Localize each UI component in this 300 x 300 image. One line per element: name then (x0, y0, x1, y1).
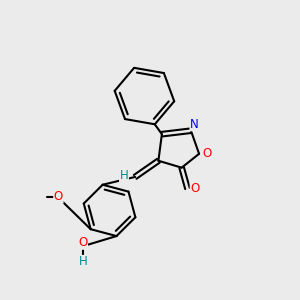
Text: H: H (79, 255, 87, 268)
Text: O: O (202, 147, 211, 160)
Text: O: O (190, 182, 200, 195)
Text: H: H (120, 169, 128, 182)
Text: O: O (54, 190, 63, 203)
Text: N: N (190, 118, 199, 131)
Text: O: O (78, 236, 88, 249)
